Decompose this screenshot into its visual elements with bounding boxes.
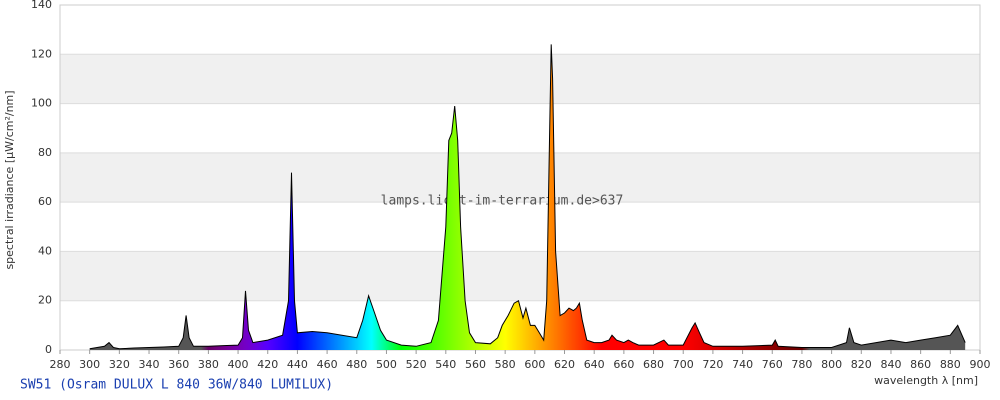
x-tick-label: 580: [495, 358, 516, 371]
spectrum-line: [89, 44, 966, 350]
grid-band: [60, 251, 980, 301]
x-tick-label: 860: [910, 358, 931, 371]
y-tick-label: 140: [31, 0, 52, 11]
x-tick-label: 480: [346, 358, 367, 371]
y-tick-label: 80: [38, 146, 52, 159]
x-axis-label: wavelength λ [nm]: [874, 374, 978, 387]
grid-band: [60, 152, 980, 203]
x-tick-label: 740: [732, 358, 753, 371]
y-tick-label: 100: [31, 97, 52, 110]
x-tick-label: 400: [228, 358, 249, 371]
y-tick-label: 120: [31, 47, 52, 60]
watermark: lamps.licht-im-terrarium.de>637: [381, 194, 624, 209]
y-tick-label: 0: [45, 343, 52, 356]
x-tick-label: 760: [762, 358, 783, 371]
x-tick-label: 720: [702, 358, 723, 371]
x-tick-label: 640: [584, 358, 605, 371]
x-tick-label: 840: [880, 358, 901, 371]
y-tick-label: 20: [38, 294, 52, 307]
y-tick-label: 60: [38, 195, 52, 208]
chart-title: SW51 (Osram DULUX L 840 36W/840 LUMILUX): [20, 378, 333, 393]
x-tick-label: 560: [465, 358, 486, 371]
grid-band: [60, 54, 980, 104]
x-tick-label: 300: [79, 358, 100, 371]
x-tick-label: 900: [970, 358, 991, 371]
x-tick-label: 280: [50, 358, 71, 371]
x-tick-label: 820: [851, 358, 872, 371]
x-tick-label: 500: [376, 358, 397, 371]
x-tick-label: 660: [613, 358, 634, 371]
x-tick-label: 540: [435, 358, 456, 371]
x-tick-label: 880: [940, 358, 961, 371]
x-tick-label: 520: [406, 358, 427, 371]
x-tick-label: 420: [257, 358, 278, 371]
x-tick-label: 800: [821, 358, 842, 371]
x-tick-label: 700: [673, 358, 694, 371]
x-tick-label: 320: [109, 358, 130, 371]
y-tick-label: 40: [38, 244, 52, 257]
x-tick-label: 380: [198, 358, 219, 371]
x-tick-label: 340: [139, 358, 160, 371]
x-tick-label: 460: [317, 358, 338, 371]
y-axis-label: spectral irradiance [µW/cm²/nm]: [3, 90, 16, 269]
x-tick-label: 600: [524, 358, 545, 371]
x-tick-label: 680: [643, 358, 664, 371]
x-tick-label: 780: [791, 358, 812, 371]
x-tick-label: 440: [287, 358, 308, 371]
x-tick-label: 360: [168, 358, 189, 371]
x-tick-label: 620: [554, 358, 575, 371]
